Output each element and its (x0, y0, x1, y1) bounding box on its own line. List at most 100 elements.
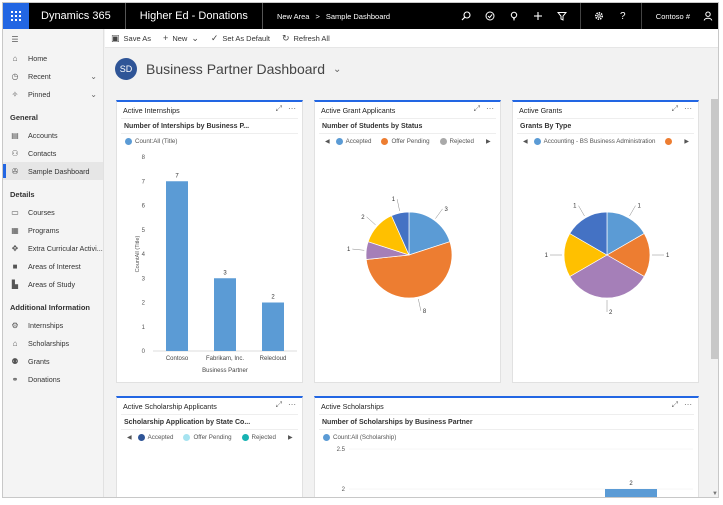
gear-icon[interactable] (587, 3, 611, 29)
nav-sample-dashboard[interactable]: ✇ Sample Dashboard (3, 162, 103, 180)
pie-slice[interactable] (569, 254, 645, 299)
pie-slice[interactable] (365, 241, 453, 299)
filter-icon[interactable] (550, 3, 574, 29)
person-icon[interactable] (696, 3, 718, 29)
chevron-down-icon: ⌄ (191, 32, 199, 43)
breadcrumb-page[interactable]: Sample Dashboard (325, 11, 391, 21)
breadcrumb-separator: > (315, 11, 320, 21)
task-icon[interactable] (478, 3, 502, 29)
nav-label: Internships (28, 320, 64, 330)
nav-scholarships[interactable]: ⌂ Scholarships (3, 334, 103, 352)
legend-prev-icon[interactable]: ◀ (127, 435, 132, 441)
help-icon[interactable]: ? (620, 10, 626, 22)
legend-next-icon[interactable]: ▶ (485, 139, 491, 145)
chevron-down-icon[interactable]: ⌄ (90, 71, 97, 81)
nav-areas-of-study[interactable]: ▙ Areas of Study (3, 275, 103, 293)
plus-icon[interactable] (526, 3, 550, 29)
expand-icon[interactable]: ⤢ (275, 400, 282, 409)
y-tick-label: 2.5 (337, 447, 346, 453)
nav-pinned[interactable]: ✧ Pinned ⌄ (3, 85, 103, 103)
legend-prev-icon[interactable]: ◀ (523, 139, 528, 145)
nav-label: Courses (28, 207, 55, 217)
scroll-down-icon[interactable]: ▼ (712, 491, 718, 497)
pie-slice[interactable] (391, 211, 410, 256)
expand-icon[interactable]: ⤢ (671, 104, 678, 113)
nav-areas-of-interest[interactable]: ■ Areas of Interest (3, 257, 103, 275)
nav-label: Contacts (28, 148, 57, 158)
nav-label: Grants (28, 356, 50, 366)
network-icon: ⚙ (11, 320, 19, 330)
x-tick-label: Relecloud (260, 356, 287, 362)
expand-icon[interactable]: ⤢ (671, 400, 678, 409)
nav-courses[interactable]: ▭ Courses (3, 203, 103, 221)
expand-icon[interactable]: ⤢ (275, 104, 282, 113)
bar[interactable] (214, 278, 236, 351)
nav-programs[interactable]: ▦ Programs (3, 221, 103, 239)
more-icon[interactable]: ⋯ (288, 104, 296, 113)
nav-donations[interactable]: ⚭ Donations (3, 370, 103, 388)
expand-icon[interactable]: ⤢ (473, 104, 480, 113)
legend-next-icon[interactable]: ▶ (287, 435, 293, 441)
app-launcher-button[interactable] (3, 3, 29, 29)
dashboard-title[interactable]: Business Partner Dashboard (146, 61, 325, 77)
grants-pie-chart: 1 1 2 1 1 (545, 204, 670, 316)
data-label: 3 (445, 207, 449, 213)
nav-contacts[interactable]: ⚇ Contacts (3, 144, 103, 162)
pie-slice[interactable] (606, 233, 651, 277)
data-label: 2 (271, 295, 275, 301)
bar[interactable] (262, 302, 284, 352)
data-label: 1 (638, 204, 642, 210)
chevron-down-icon[interactable]: ⌄ (333, 63, 342, 75)
pie-slice[interactable] (408, 211, 451, 256)
lightbulb-icon[interactable] (502, 3, 526, 29)
save-icon: ▣ (111, 32, 120, 43)
more-icon[interactable]: ⋯ (288, 400, 296, 409)
brand-label[interactable]: Dynamics 365 (29, 3, 126, 29)
nav-internships[interactable]: ⚙ Internships (3, 316, 103, 334)
puzzle-icon: ✥ (11, 243, 19, 253)
nav-home[interactable]: ⌂ Home (3, 49, 103, 67)
legend-label: Offer Pending (391, 138, 430, 145)
new-button[interactable]: + New ⌄ (163, 33, 199, 44)
clock-icon: ◷ (11, 71, 19, 81)
leader-line (352, 248, 365, 251)
bar[interactable] (605, 489, 657, 498)
legend-next-icon[interactable]: ▶ (684, 139, 690, 145)
more-icon[interactable]: ⋯ (486, 104, 494, 113)
chart-title[interactable]: Grants By Type (517, 118, 694, 134)
leader-line (629, 205, 636, 217)
search-icon[interactable] (454, 3, 478, 29)
pie-slice[interactable] (569, 211, 608, 256)
chart-title[interactable]: Number of Students by Status (319, 118, 496, 134)
breadcrumb-area[interactable]: New Area (276, 11, 310, 21)
leader-line (418, 298, 422, 311)
legend-prev-icon[interactable]: ◀ (325, 139, 330, 145)
app-title[interactable]: Higher Ed - Donations (126, 3, 263, 29)
nav-extra-curricular[interactable]: ✥ Extra Curricular Activi... (3, 239, 103, 257)
home-icon: ⌂ (12, 53, 18, 63)
chart-title[interactable]: Number of Interships by Business P... (121, 118, 298, 134)
nav-grants[interactable]: ⚉ Grants (3, 352, 103, 370)
bar[interactable] (166, 181, 188, 351)
more-icon[interactable]: ⋯ (684, 400, 692, 409)
chart-title[interactable]: Number of Scholarships by Business Partn… (319, 414, 694, 430)
set-as-default-button[interactable]: ✓ Set As Default (211, 33, 270, 44)
chevron-down-icon[interactable]: ⌄ (90, 89, 97, 99)
refresh-all-button[interactable]: ↻ Refresh All (282, 33, 330, 44)
pie-slice[interactable] (606, 211, 645, 256)
legend-label: Rejected (251, 434, 276, 441)
nav-label: Programs (28, 225, 60, 235)
user-name[interactable]: Contoso # (655, 11, 690, 21)
chart-title[interactable]: Scholarship Application by State Co... (121, 414, 298, 430)
nav-accounts[interactable]: ▤ Accounts (3, 126, 103, 144)
more-icon[interactable]: ⋯ (684, 104, 692, 113)
pie-slice[interactable] (563, 233, 608, 277)
nav-label: Home (28, 53, 48, 63)
hamburger-button[interactable]: ☰ (3, 29, 103, 49)
nav-recent[interactable]: ◷ Recent ⌄ (3, 67, 103, 85)
people-icon: ⚉ (11, 356, 19, 366)
grant-applicants-pie-chart: 3 8 1 2 1 (347, 197, 453, 315)
save-as-button[interactable]: ▣ Save As (111, 33, 151, 44)
vertical-scrollbar[interactable] (711, 99, 718, 359)
nav-label: Areas of Interest (28, 261, 81, 271)
